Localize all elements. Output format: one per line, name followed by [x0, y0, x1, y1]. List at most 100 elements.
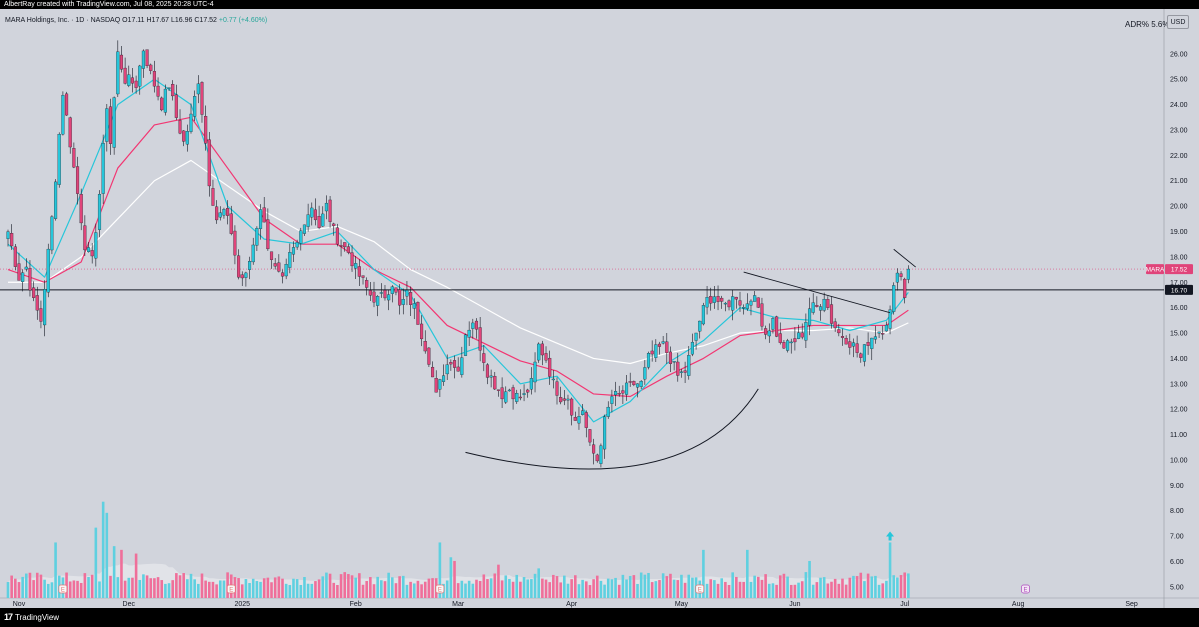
tradingview-logo: 17 TradingView: [4, 608, 59, 627]
event-marker[interactable]: E: [1021, 584, 1030, 593]
volume-bar: [907, 573, 910, 598]
candle: [815, 296, 819, 308]
candle: [178, 109, 182, 135]
candle: [24, 258, 28, 272]
volume-bar: [25, 573, 28, 598]
volume-bar: [632, 575, 636, 598]
candle: [760, 297, 764, 331]
volume-bar: [438, 542, 442, 598]
candle: [467, 321, 471, 346]
candle: [463, 333, 468, 356]
volume-bar: [405, 584, 409, 598]
earnings-marker[interactable]: E: [58, 584, 68, 593]
volume-bar: [193, 579, 196, 598]
candle: [200, 81, 204, 123]
volume-bar: [848, 577, 852, 598]
volume-bar: [248, 583, 251, 598]
volume-bar: [244, 579, 248, 598]
volume-bar: [266, 577, 270, 598]
volume-bar: [376, 576, 379, 598]
candle: [222, 207, 226, 219]
trendline[interactable]: [893, 248, 916, 268]
volume-bar: [504, 575, 508, 598]
cup-pattern-curve[interactable]: [465, 388, 759, 470]
candle: [548, 350, 552, 385]
candle: [130, 67, 134, 93]
candle: [32, 281, 36, 302]
candle: [299, 227, 303, 251]
candle: [90, 243, 94, 264]
volume-bar: [870, 576, 874, 598]
price-tag-value: 17.52: [1171, 267, 1188, 274]
candle: [215, 200, 219, 224]
candle: [624, 374, 629, 401]
candle: [357, 259, 361, 286]
candle: [116, 40, 120, 98]
volume-bar: [548, 582, 551, 598]
volume-bar: [888, 542, 892, 598]
price-chart[interactable]: 5.00 6.00 7.00 8.00 9.00 10.00 11.00 12.00 13.00…: [0, 9, 1199, 608]
candle: [86, 241, 91, 253]
volume-bar: [365, 581, 368, 598]
volume-bar: [709, 579, 713, 598]
candle: [295, 239, 299, 250]
candle: [21, 269, 25, 292]
candle: [881, 325, 885, 340]
volume-bar: [416, 580, 420, 598]
candle: [903, 277, 907, 304]
volume-bar: [391, 577, 394, 598]
candle: [672, 361, 676, 371]
y-tick-label: 14.00: [1170, 356, 1188, 363]
volume-bar: [595, 575, 599, 598]
earnings-marker[interactable]: E: [226, 584, 236, 593]
candle: [895, 268, 899, 291]
y-tick-label: 15.00: [1170, 331, 1188, 338]
y-tick-label: 7.00: [1170, 534, 1184, 541]
volume-bar: [420, 584, 423, 598]
candle: [668, 346, 673, 373]
volume-bar: [680, 574, 683, 598]
candle: [544, 346, 548, 363]
candle: [112, 96, 116, 155]
volume-bar: [658, 580, 661, 598]
volume-bar: [760, 579, 764, 598]
candle: [584, 410, 588, 438]
volume-bar: [767, 583, 771, 598]
volume-bar: [606, 578, 610, 598]
candle: [306, 203, 310, 232]
candle: [734, 296, 738, 309]
volume-bar: [105, 512, 109, 598]
candle: [712, 286, 716, 309]
event-marker-label: E: [698, 587, 702, 593]
candle: [877, 331, 881, 339]
volume-bar: [669, 573, 672, 598]
volume-bar: [599, 580, 603, 598]
trendline[interactable]: [743, 271, 891, 314]
candle: [632, 380, 636, 387]
currency-button[interactable]: USD: [1167, 15, 1189, 29]
x-tick-label: 2025: [234, 601, 250, 608]
candle: [628, 372, 632, 387]
candle: [61, 91, 65, 136]
candle: [449, 359, 453, 371]
volume-bar: [555, 576, 559, 598]
candle: [639, 379, 643, 389]
y-tick-label: 25.00: [1170, 77, 1188, 84]
volume-bar: [592, 579, 595, 598]
candle: [786, 338, 790, 353]
earnings-marker[interactable]: E: [435, 584, 445, 593]
candle: [679, 368, 683, 378]
earnings-marker[interactable]: E: [695, 584, 705, 593]
volume-bar: [398, 576, 401, 598]
volume-bar: [877, 584, 881, 598]
candle: [507, 388, 511, 392]
volume-bar: [306, 583, 310, 598]
volume-bar: [28, 572, 32, 598]
candle: [789, 338, 793, 354]
volume-bar: [387, 572, 390, 598]
volume-bar: [76, 580, 79, 598]
volume-bar: [83, 573, 87, 598]
x-tick-label: Jul: [900, 601, 909, 608]
volume-bar: [508, 579, 511, 598]
volume-bar: [372, 584, 376, 598]
